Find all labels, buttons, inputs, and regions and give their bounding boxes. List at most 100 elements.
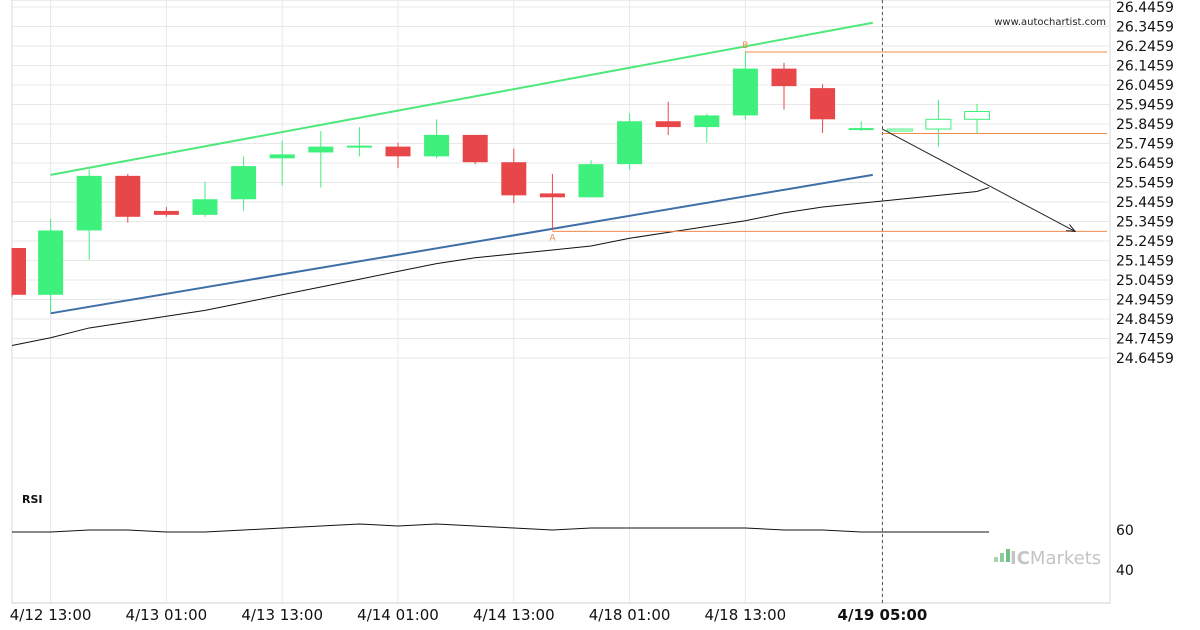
axis-layer: 26.4459 26.3459 26.2459 26.1459 26.0459 25.94…: [10, 0, 1174, 624]
y-tick-label: 25.8459: [1116, 117, 1174, 133]
y-tick-label: 26.2459: [1116, 39, 1174, 55]
candle: [424, 119, 450, 159]
candle-body: [810, 88, 836, 120]
candle-body: [732, 68, 758, 116]
icmarkets-logo-bar: [994, 557, 998, 562]
candle: [462, 134, 488, 165]
pattern-point-label: A: [549, 233, 556, 243]
pattern-point-label: B: [742, 41, 748, 51]
y-tick-label: 26.4459: [1116, 0, 1174, 16]
grid-layer: [11, 0, 1111, 604]
candle-body: [694, 115, 720, 128]
candle-body: [12, 248, 26, 295]
y-tick-label: 25.0459: [1116, 273, 1174, 289]
candle: [655, 101, 681, 135]
rsi-tick-label: 60: [1116, 523, 1134, 539]
y-tick-label: 25.9459: [1116, 98, 1174, 114]
icmarkets-logo-prefix: IC: [1010, 548, 1030, 569]
y-tick-label: 24.7459: [1116, 332, 1174, 348]
x-tick-label: 4/18 13:00: [705, 606, 787, 624]
candle: [578, 160, 604, 198]
y-tick-label: 24.6459: [1116, 351, 1174, 367]
x-tick-label: 4/18 01:00: [589, 606, 671, 624]
y-tick-label: 24.9459: [1116, 293, 1174, 309]
upper-trendline: [50, 21, 873, 176]
moving-average-layer: [11, 187, 990, 346]
icmarkets-logo-text: ICMarkets: [1010, 548, 1101, 569]
candle-body: [501, 162, 527, 196]
candle-body: [115, 175, 141, 217]
trendline-layer: [50, 21, 873, 315]
y-tick-label: 25.2459: [1116, 234, 1174, 250]
overlay-layer: BA: [549, 0, 1107, 603]
candle: [192, 181, 218, 217]
candle-body: [655, 121, 681, 128]
x-tick-label: 4/13 13:00: [241, 606, 323, 624]
y-tick-label: 24.8459: [1116, 312, 1174, 328]
moving-average-line: [11, 187, 990, 346]
x-tick-label: 4/14 13:00: [473, 606, 555, 624]
candle: [115, 173, 141, 223]
candle: [771, 62, 797, 110]
rsi-line: [12, 523, 989, 533]
candle: [539, 173, 565, 231]
candle-body: [385, 146, 411, 157]
candle: [11, 248, 26, 297]
candle: [925, 99, 952, 147]
lower-trendline: [50, 173, 873, 315]
candle: [694, 113, 720, 143]
candle-body: [964, 111, 990, 120]
candle: [501, 148, 527, 204]
y-tick-label: 25.1459: [1116, 254, 1174, 270]
candle: [385, 142, 411, 169]
candle-body: [269, 154, 295, 159]
x-tick-label: 4/14 01:00: [357, 606, 439, 624]
candle: [38, 218, 64, 313]
candle-body: [346, 145, 372, 148]
projection-arrow-line: [882, 128, 1076, 232]
candle: [231, 156, 257, 211]
candle-body: [539, 193, 565, 198]
candle-body: [925, 118, 952, 130]
candle: [732, 51, 758, 120]
projection-arrow-head: [1066, 224, 1077, 233]
candle-body: [462, 134, 488, 163]
plot-panel: [11, 0, 1111, 604]
candle-body: [38, 230, 64, 295]
candle-body: [231, 166, 257, 200]
candle: [346, 127, 372, 157]
icmarkets-logo-bar: [1006, 549, 1010, 562]
candle: [269, 140, 295, 186]
candle-body: [424, 134, 450, 157]
rsi-layer: 60 40: [12, 523, 1134, 579]
candle: [964, 103, 990, 133]
candle: [810, 84, 836, 133]
y-tick-label: 25.6459: [1116, 156, 1174, 172]
icmarkets-logo-suffix: Markets: [1030, 548, 1101, 569]
y-tick-label: 26.0459: [1116, 78, 1174, 94]
x-tick-label: 4/13 01:00: [126, 606, 208, 624]
y-tick-label: 25.4459: [1116, 195, 1174, 211]
candle-layer: [11, 51, 990, 313]
y-tick-label: 25.3459: [1116, 215, 1174, 231]
y-tick-label: 25.7459: [1116, 137, 1174, 153]
candle: [153, 207, 179, 217]
candle: [848, 121, 874, 132]
candle: [617, 113, 643, 171]
candle-body: [848, 128, 874, 131]
rsi-title: RSI: [22, 493, 43, 506]
x-tick-label: 4/19 05:00: [838, 606, 928, 624]
icmarkets-logo-bar: [1000, 553, 1004, 562]
candle-body: [153, 210, 179, 215]
x-tick-label: 4/12 13:00: [10, 606, 92, 624]
candle-body: [578, 164, 604, 198]
y-tick-label: 25.5459: [1116, 176, 1174, 192]
candle-body: [771, 68, 797, 87]
y-tick-label: 26.1459: [1116, 59, 1174, 75]
candle: [886, 128, 913, 132]
rsi-tick-label: 40: [1116, 563, 1134, 579]
candle-body: [886, 128, 913, 132]
candle-body: [617, 121, 643, 165]
candle: [308, 131, 334, 188]
